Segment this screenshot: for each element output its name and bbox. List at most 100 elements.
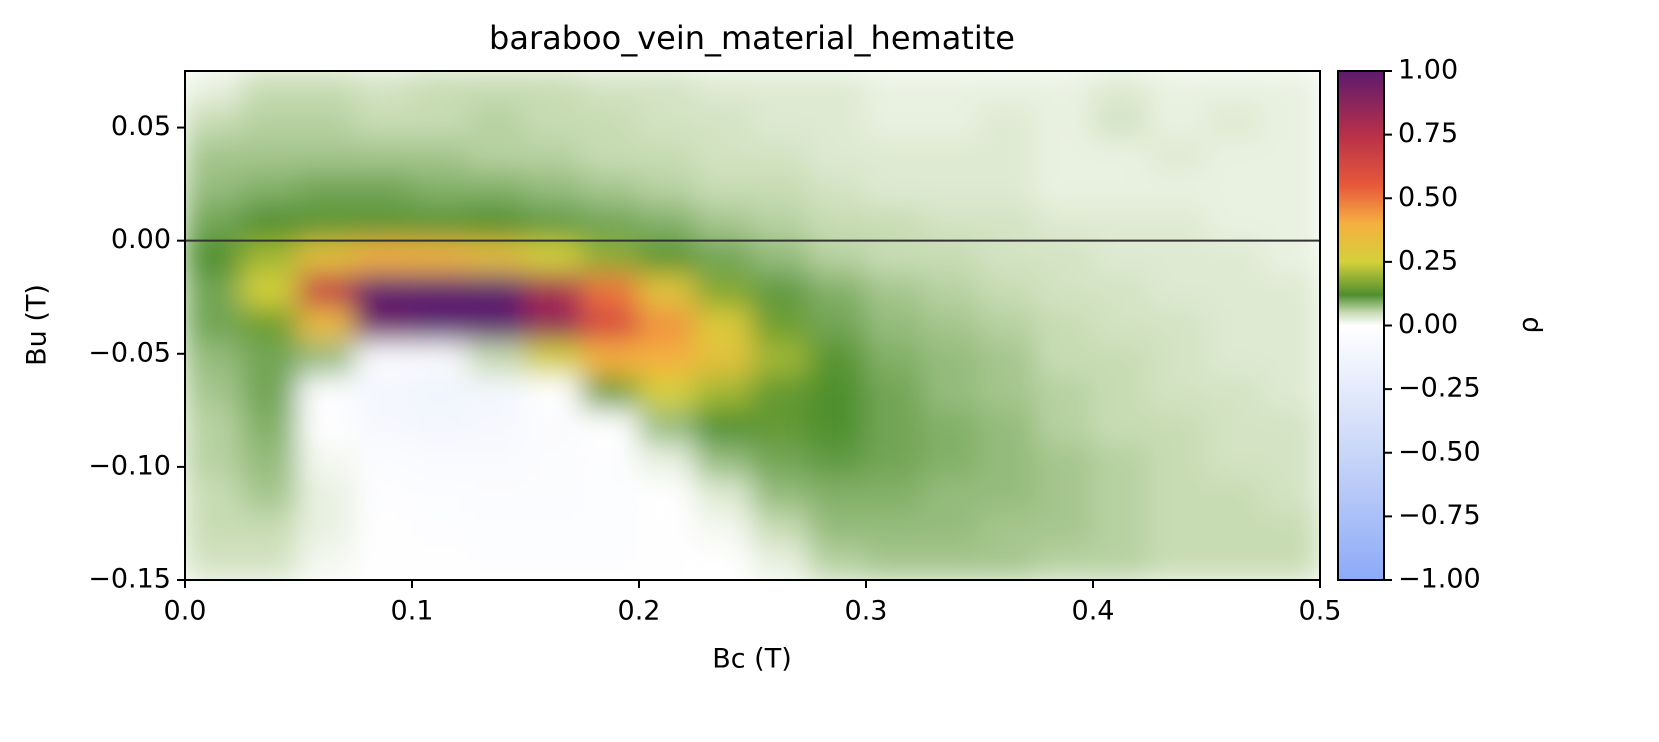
heatmap-cell — [808, 239, 867, 276]
heatmap-cell — [185, 409, 243, 446]
heatmap-cell — [354, 239, 413, 276]
heatmap-cell — [1035, 341, 1094, 378]
heatmap-cell — [581, 205, 640, 242]
heatmap-cell — [240, 205, 300, 242]
heatmap-cell — [1035, 239, 1094, 276]
heatmap-cell — [694, 205, 754, 242]
heatmap-cell — [297, 205, 357, 242]
heatmap-cell — [354, 443, 413, 480]
heatmap-cell — [921, 307, 981, 344]
heatmap-cell — [524, 409, 584, 446]
heatmap-cell — [865, 307, 924, 344]
heatmap-cell — [354, 205, 413, 242]
heatmap-cell — [185, 375, 243, 412]
heatmap-cell — [240, 477, 300, 514]
heatmap-cell — [1148, 103, 1208, 140]
heatmap-cell — [865, 511, 924, 548]
heatmap-cell — [297, 71, 357, 106]
heatmap-cell — [1092, 205, 1151, 242]
heatmap-cell — [524, 239, 584, 276]
heatmap-cell — [467, 341, 527, 378]
heatmap-cell — [1262, 375, 1320, 412]
heatmap-cell — [751, 137, 811, 174]
colorbar-tick-label: −0.50 — [1398, 436, 1481, 467]
chart-title: baraboo_vein_material_hematite — [489, 19, 1015, 57]
heatmap-cell — [524, 545, 584, 580]
heatmap-cell — [921, 103, 981, 140]
heatmap-cell — [1035, 477, 1094, 514]
heatmap-cell — [185, 205, 243, 242]
heatmap-cell — [808, 103, 867, 140]
heatmap-cell — [411, 273, 470, 310]
heatmap-cell — [1035, 375, 1094, 412]
heatmap-cell — [581, 171, 640, 208]
heatmap-cell — [467, 71, 527, 106]
heatmap-cell — [1092, 137, 1151, 174]
colorbar-tick-label: 0.75 — [1398, 118, 1458, 149]
heatmap-cell — [1092, 443, 1151, 480]
heatmap-cell — [240, 171, 300, 208]
heatmap-cell — [1092, 71, 1151, 106]
heatmap-cell — [1035, 307, 1094, 344]
heatmap-cell — [297, 477, 357, 514]
heatmap-cell — [921, 443, 981, 480]
heatmap-cell — [1262, 545, 1320, 580]
heatmap-cell — [1262, 239, 1320, 276]
heatmap-cell — [1205, 137, 1265, 174]
heatmap-cell — [1092, 239, 1151, 276]
heatmap-cell — [240, 409, 300, 446]
x-tick-label: 0.4 — [1072, 596, 1115, 627]
heatmap-cell — [467, 443, 527, 480]
heatmap-cell — [1148, 171, 1208, 208]
y-tick-label: −0.15 — [88, 564, 171, 595]
heatmap-cell — [185, 137, 243, 174]
heatmap-cell — [1035, 273, 1094, 310]
heatmap-cell — [808, 409, 867, 446]
heatmap-cell — [524, 205, 584, 242]
heatmap-cell — [638, 273, 697, 310]
x-tick-label: 0.1 — [391, 596, 434, 627]
heatmap-cell — [524, 137, 584, 174]
heatmap-cell — [354, 103, 413, 140]
y-tick-label: 0.05 — [111, 111, 171, 142]
heatmap-cell — [808, 307, 867, 344]
heatmap-cell — [297, 443, 357, 480]
heatmap-cell — [1148, 239, 1208, 276]
heatmap-cell — [638, 375, 697, 412]
heatmap-cell — [1148, 511, 1208, 548]
heatmap-cell — [467, 307, 527, 344]
heatmap-cell — [581, 545, 640, 580]
heatmap-cell — [638, 477, 697, 514]
heatmap-cell — [1148, 545, 1208, 580]
heatmap-cell — [467, 273, 527, 310]
heatmap-cell — [581, 273, 640, 310]
y-tick-label: −0.10 — [88, 450, 171, 481]
heatmap-cell — [411, 71, 470, 106]
heatmap-cell — [467, 137, 527, 174]
heatmap-cell — [411, 307, 470, 344]
heatmap-cell — [1262, 307, 1320, 344]
heatmap-cell — [1262, 511, 1320, 548]
heatmap-cell — [921, 71, 981, 106]
heatmap-cell — [638, 545, 697, 580]
x-tick-label: 0.3 — [845, 596, 888, 627]
heatmap-cell — [865, 341, 924, 378]
heatmap-cell — [581, 307, 640, 344]
heatmap-cell — [808, 443, 867, 480]
heatmap-cell — [411, 477, 470, 514]
colorbar-tick-label: 1.00 — [1398, 55, 1458, 86]
heatmap-cell — [808, 477, 867, 514]
heatmap-cell — [581, 511, 640, 548]
heatmap-cell — [297, 511, 357, 548]
heatmap-cell — [1092, 307, 1151, 344]
heatmap-cell — [865, 137, 924, 174]
y-tick-label: −0.05 — [88, 337, 171, 368]
heatmap-cell — [185, 239, 243, 276]
heatmap-cell — [354, 341, 413, 378]
heatmap-cell — [751, 545, 811, 580]
heatmap-cell — [411, 511, 470, 548]
heatmap-cell — [1035, 409, 1094, 446]
heatmap-cell — [1148, 341, 1208, 378]
heatmap-cell — [524, 341, 584, 378]
heatmap-cell — [638, 103, 697, 140]
